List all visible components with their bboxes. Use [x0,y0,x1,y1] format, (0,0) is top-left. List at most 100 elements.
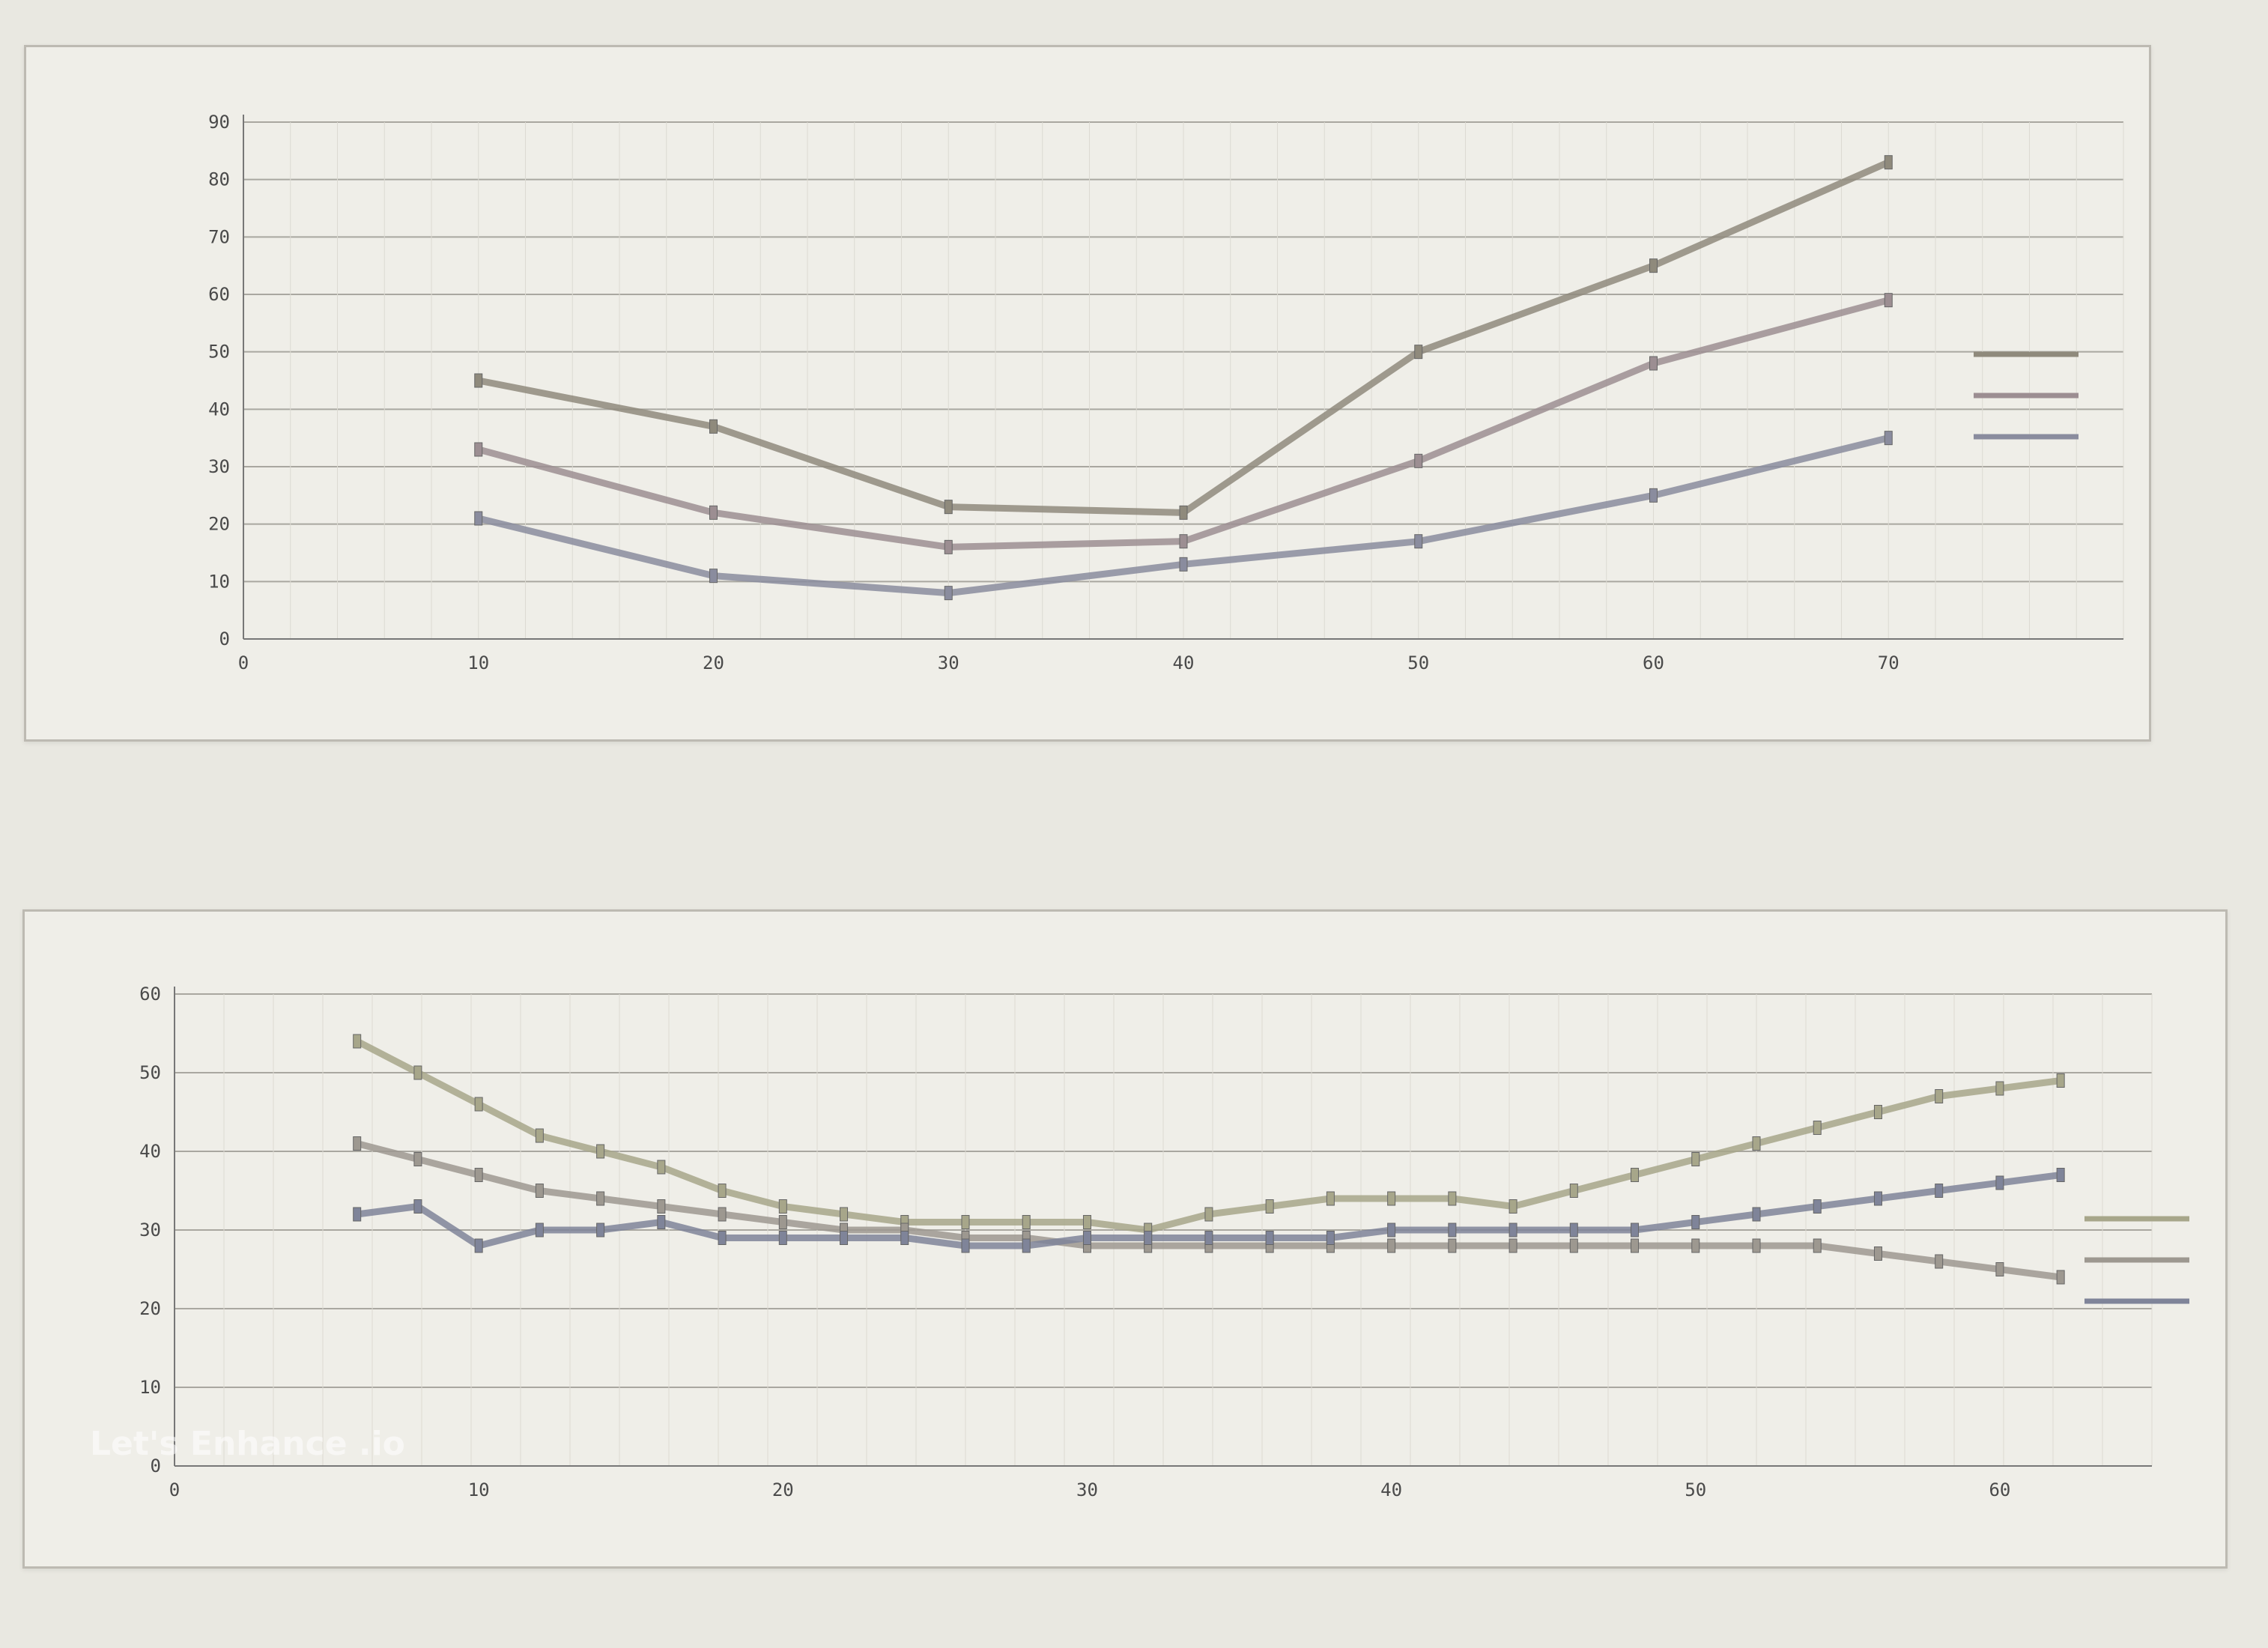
x-tick-label: 10 [467,652,489,673]
data-point [778,1215,787,1229]
data-point [1649,488,1658,503]
data-point [1884,431,1893,446]
x-tick-label: 0 [169,1479,180,1500]
data-point [1204,1231,1213,1245]
data-point [474,1168,483,1182]
data-point [2056,1270,2065,1285]
data-point [1448,1191,1457,1206]
data-point [474,373,483,388]
x-tick-label: 20 [703,652,724,673]
data-point [709,419,718,434]
data-point [1649,356,1658,371]
data-point [1509,1238,1517,1253]
data-point [474,442,483,457]
data-point [657,1215,666,1229]
y-tick-label: 20 [139,1298,161,1319]
data-point [1414,453,1423,468]
data-point [1884,293,1893,308]
x-tick-label: 30 [938,652,959,673]
data-point [474,511,483,526]
data-point [840,1231,849,1245]
data-point [1179,505,1188,520]
data-point [353,1034,362,1049]
data-point [1813,1199,1822,1214]
data-point [718,1207,727,1222]
data-point [596,1223,605,1237]
data-point [944,500,953,515]
data-point [1387,1191,1396,1206]
x-tick-label: 60 [1989,1479,2010,1500]
data-point [1935,1184,1944,1198]
data-point [709,505,718,520]
data-point [1082,1215,1091,1229]
x-tick-label: 40 [1173,652,1195,673]
data-point [596,1191,605,1206]
data-point [413,1199,422,1214]
data-point [535,1223,544,1237]
data-point [2056,1073,2065,1088]
x-tick-label: 60 [1643,652,1664,673]
data-point [840,1207,849,1222]
data-point [718,1231,727,1245]
data-point [1509,1199,1517,1214]
data-point [1265,1199,1274,1214]
data-point [413,1065,422,1080]
y-tick-label: 60 [139,984,161,1005]
data-point [2056,1168,2065,1182]
data-point [1082,1231,1091,1245]
y-tick-label: 40 [139,1141,161,1162]
x-tick-label: 30 [1076,1479,1098,1500]
y-tick-label: 90 [208,112,230,133]
data-point [657,1199,666,1214]
data-point [1813,1238,1822,1253]
data-point [1144,1231,1153,1245]
data-point [1022,1215,1031,1229]
data-point [1631,1168,1640,1182]
chart-panel-top: 0 10 20 30 40 50 60 70 80 90 0 10 20 30 40 50 60 70 [24,45,2151,742]
data-point [1995,1262,2004,1276]
data-point [1569,1238,1578,1253]
data-point [1873,1191,1882,1206]
y-tick-label: 20 [208,514,230,535]
data-point [778,1199,787,1214]
data-point [1631,1223,1640,1237]
x-tick-label: 50 [1407,652,1429,673]
data-point [1448,1238,1457,1253]
y-tick-label: 80 [208,169,230,190]
data-point [1935,1089,1944,1103]
data-point [1022,1238,1031,1253]
data-point [1995,1081,2004,1096]
x-tick-label: 0 [238,652,249,673]
y-tick-label: 0 [151,1455,161,1476]
x-tick-label: 70 [1878,652,1899,673]
data-point [1569,1223,1578,1237]
data-point [900,1231,909,1245]
data-point [1691,1215,1700,1229]
y-tick-label: 30 [208,456,230,477]
data-point [353,1136,362,1151]
data-point [474,1238,483,1253]
data-point [1813,1121,1822,1135]
data-point [596,1144,605,1159]
x-tick-label: 50 [1685,1479,1706,1500]
x-tick-label: 20 [772,1479,794,1500]
data-point [778,1231,787,1245]
data-point [1631,1238,1640,1253]
data-point [1752,1238,1761,1253]
y-tick-label: 60 [208,284,230,305]
data-point [1326,1191,1335,1206]
y-tick-label: 10 [139,1377,161,1398]
data-point [1448,1223,1457,1237]
y-tick-label: 50 [208,342,230,363]
data-point [1649,258,1658,273]
data-point [944,539,953,554]
y-tick-label: 30 [139,1220,161,1240]
data-point [535,1184,544,1198]
y-tick-label: 0 [219,628,230,649]
data-point [1326,1231,1335,1245]
x-tick-label: 40 [1380,1479,1402,1500]
y-tick-label: 40 [208,399,230,419]
data-point [1569,1184,1578,1198]
chart-panel-bottom: 0 10 20 30 40 50 60 0 10 20 30 40 50 60 [22,909,2228,1569]
data-point [1509,1223,1517,1237]
